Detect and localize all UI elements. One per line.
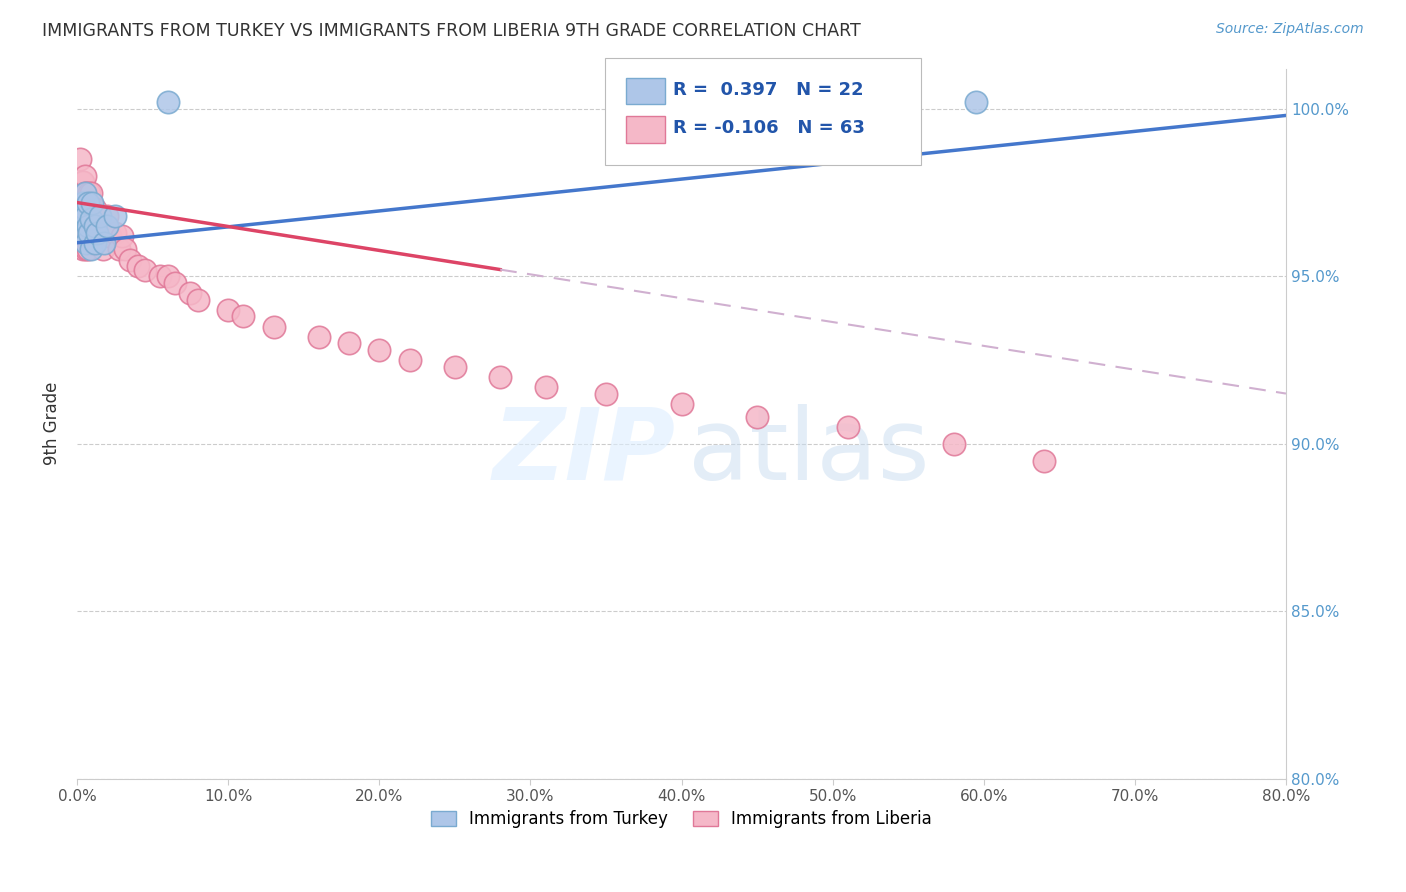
Point (69, 152, 91, 166)
Point (70, 209, 93, 223)
Point (98, 229, 121, 244)
Point (84, 219, 107, 233)
Point (69, 186, 91, 200)
Point (96, 209, 118, 223)
Point (82, 195, 104, 210)
Point (965, 95, 987, 109)
Point (90, 229, 112, 244)
Point (96, 219, 118, 233)
Point (80, 212, 103, 227)
Point (534, 380, 557, 394)
Legend: Immigrants from Turkey, Immigrants from Liberia: Immigrants from Turkey, Immigrants from … (425, 803, 939, 835)
Point (837, 420, 859, 434)
Point (942, 437, 965, 451)
Point (84, 235, 107, 250)
Point (73, 235, 96, 250)
Point (80, 186, 103, 200)
Point (134, 262, 156, 277)
Point (72, 195, 94, 210)
Point (72, 176, 94, 190)
Point (108, 243, 131, 257)
Text: IMMIGRANTS FROM TURKEY VS IMMIGRANTS FROM LIBERIA 9TH GRADE CORRELATION CHART: IMMIGRANTS FROM TURKEY VS IMMIGRANTS FRO… (42, 22, 860, 40)
Point (73, 169, 96, 183)
Point (104, 226, 127, 240)
Point (76, 219, 98, 233)
Point (75, 209, 97, 223)
Point (93, 226, 115, 240)
Point (337, 336, 360, 351)
Point (77, 226, 100, 240)
Point (80, 229, 103, 244)
Point (75, 235, 97, 250)
Point (72, 209, 94, 223)
Point (86, 219, 108, 233)
Point (179, 286, 201, 301)
Y-axis label: 9th Grade: 9th Grade (44, 382, 60, 466)
Text: R =  0.397   N = 22: R = 0.397 N = 22 (673, 81, 865, 99)
Text: atlas: atlas (688, 404, 929, 500)
Point (104, 209, 127, 223)
Point (89, 219, 111, 233)
Point (149, 269, 172, 284)
Point (80, 243, 103, 257)
Point (671, 396, 693, 410)
Point (75, 209, 97, 223)
Point (127, 259, 149, 273)
Point (368, 343, 391, 357)
Point (398, 353, 420, 368)
Point (86, 226, 108, 240)
Text: ZIP: ZIP (492, 404, 675, 500)
Point (187, 293, 209, 307)
Point (745, 410, 768, 425)
Point (72, 243, 94, 257)
Point (84, 202, 107, 217)
Point (91, 243, 114, 257)
Point (114, 243, 136, 257)
Point (165, 276, 187, 290)
Point (73, 226, 96, 240)
Point (156, 95, 179, 109)
Point (232, 310, 254, 324)
Point (89, 209, 111, 223)
Point (76, 219, 98, 233)
Point (75, 243, 97, 257)
Point (263, 319, 285, 334)
Point (73, 202, 96, 217)
Point (73, 209, 96, 223)
Point (76, 243, 98, 257)
Point (73, 186, 96, 200)
Point (82, 235, 104, 250)
Point (84, 235, 107, 250)
Point (76, 195, 98, 210)
Point (82, 202, 104, 217)
Point (93, 235, 115, 250)
Point (77, 226, 100, 240)
Text: R = -0.106   N = 63: R = -0.106 N = 63 (673, 120, 865, 137)
Point (87, 209, 110, 223)
Point (70, 195, 93, 210)
Point (489, 369, 512, 384)
Point (77, 186, 100, 200)
Point (70, 176, 93, 190)
Text: Source: ZipAtlas.com: Source: ZipAtlas.com (1216, 22, 1364, 37)
Point (595, 386, 617, 401)
Point (111, 229, 134, 244)
Point (70, 229, 93, 244)
Point (217, 302, 239, 317)
Point (83, 209, 105, 223)
Point (308, 329, 330, 343)
Point (73, 186, 96, 200)
Point (118, 252, 141, 267)
Point (156, 269, 179, 284)
Point (444, 359, 467, 374)
Point (76, 195, 98, 210)
Point (1033, 453, 1056, 467)
Point (75, 186, 97, 200)
